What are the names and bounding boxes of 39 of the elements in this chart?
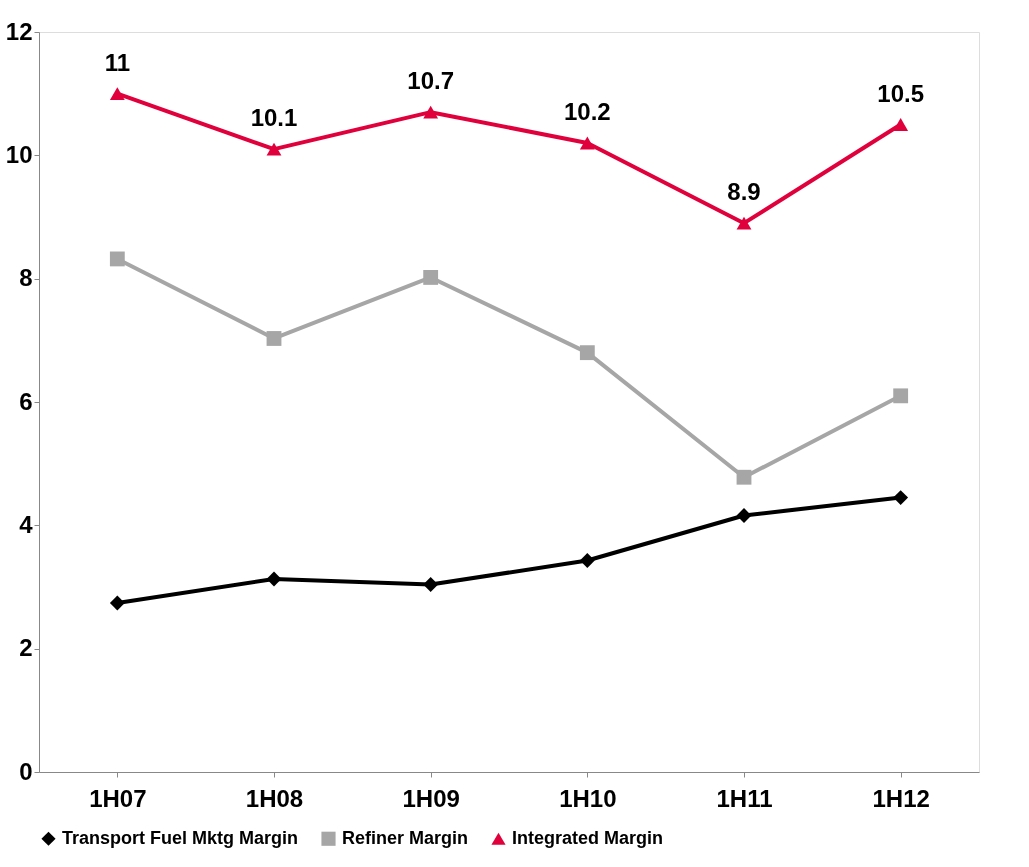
point (266, 142, 282, 156)
x-tick-label: 1H10 (559, 784, 617, 812)
point (266, 571, 282, 587)
y-tick-label: 12 (5, 17, 33, 45)
point (736, 216, 752, 230)
point (423, 270, 439, 285)
data-label: 10.1 (250, 104, 298, 132)
x-tick-label: 1H07 (89, 784, 147, 812)
point (893, 118, 909, 131)
point (423, 577, 439, 592)
data-label: 10.2 (563, 98, 611, 125)
y-tick-label: 10 (5, 140, 33, 168)
y-tick-label: 2 (19, 634, 33, 662)
y-tick-label: 4 (19, 510, 34, 538)
point (266, 331, 282, 346)
x-tick-label: 1H12 (872, 784, 930, 812)
point (579, 345, 595, 361)
point (893, 388, 909, 404)
point (109, 595, 125, 611)
point (109, 251, 125, 267)
legend-label: Transport Fuel Mktg Margin (62, 827, 299, 848)
point (579, 553, 595, 568)
point (893, 490, 909, 505)
x-tick-label: 1H09 (402, 784, 460, 812)
data-label: 11 (104, 48, 131, 76)
point (423, 105, 439, 119)
data-label: 10.5 (877, 79, 925, 107)
point (109, 87, 125, 101)
legend-label: Refiner Margin (342, 827, 469, 848)
point (736, 469, 752, 485)
point (579, 136, 595, 150)
y-tick-label: 8 (19, 264, 33, 292)
legend-label: Integrated Margin (512, 827, 664, 848)
y-tick-label: 0 (19, 757, 33, 785)
x-tick-label: 1H11 (716, 784, 773, 812)
x-tick-label: 1H08 (245, 784, 304, 812)
data-label: 8.9 (727, 178, 761, 206)
y-tick-label: 6 (19, 387, 33, 415)
data-label: 10.7 (407, 67, 455, 95)
